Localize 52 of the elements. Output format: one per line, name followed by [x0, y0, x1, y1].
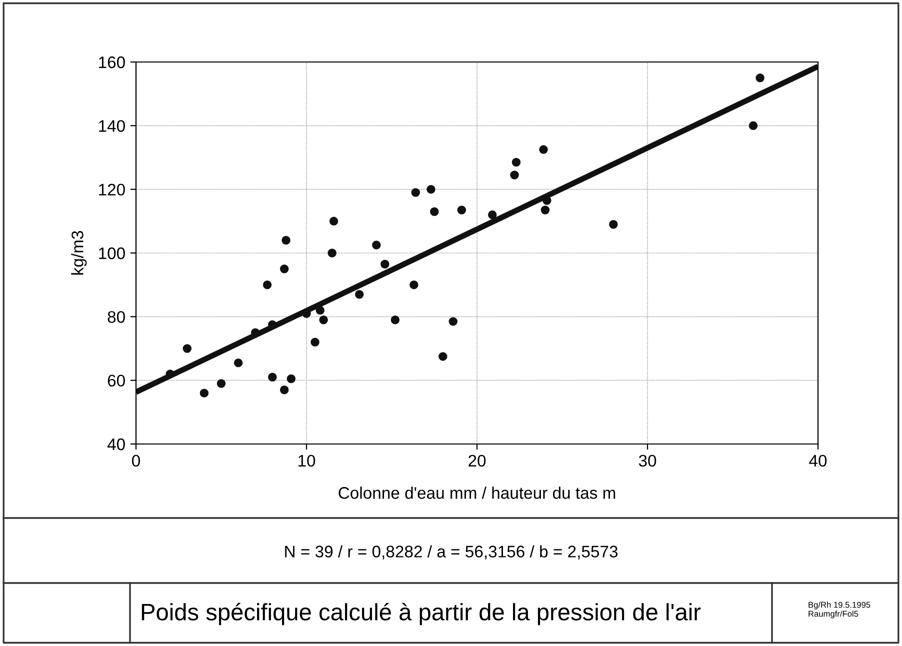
x-axis-title: Colonne d'eau mm / hauteur du tas m [338, 486, 616, 499]
point [268, 372, 277, 382]
point [286, 374, 296, 384]
y-tick-label: 100 [99, 247, 125, 260]
point [372, 240, 381, 250]
text: Poids spécifique calculé à partir de la pression de l'air [142, 602, 701, 626]
y-tick-label: 160 [99, 56, 125, 68]
point [282, 236, 290, 245]
point [540, 206, 550, 214]
y-tick-label: 60 [108, 374, 125, 387]
y-tick-label: 40 [107, 438, 125, 450]
point [457, 206, 466, 214]
point [426, 184, 436, 194]
point [448, 317, 458, 326]
point [182, 344, 192, 353]
x-tick-label: 10 [298, 454, 316, 467]
x-tick-label: 40 [809, 454, 827, 467]
point [316, 306, 325, 315]
point [329, 216, 338, 226]
point [200, 388, 209, 398]
text: N = 39 / r = 0,8282 / a = 56,3156 / b = 2,5573 [285, 545, 618, 560]
x-tick-label: 30 [638, 454, 656, 467]
x-tick-label: 20 [468, 454, 486, 467]
point [328, 248, 336, 258]
text: Bg/Rh 19.5.1995 Raumgfr/Fol5 [808, 602, 870, 618]
point [510, 170, 519, 180]
point [234, 358, 243, 368]
point [280, 264, 289, 274]
point [166, 370, 174, 378]
point [216, 379, 226, 388]
point [756, 74, 764, 82]
point [262, 280, 272, 290]
point [488, 210, 497, 220]
y-tick-label: 120 [99, 184, 125, 196]
point [310, 338, 320, 347]
point [438, 352, 448, 361]
y-tick-label: 80 [108, 311, 125, 323]
point [748, 121, 758, 130]
y-axis-title: kg/m3 [71, 231, 87, 275]
y-tick-label: 140 [99, 120, 125, 132]
point [380, 260, 390, 269]
point [512, 158, 521, 167]
point [319, 315, 328, 324]
point [410, 280, 418, 290]
point [430, 207, 439, 216]
point [539, 145, 548, 154]
point [354, 290, 364, 299]
x-tick-label: 0 [132, 454, 140, 467]
point [411, 188, 420, 197]
point [280, 386, 289, 394]
point [609, 220, 618, 229]
point [390, 315, 400, 324]
